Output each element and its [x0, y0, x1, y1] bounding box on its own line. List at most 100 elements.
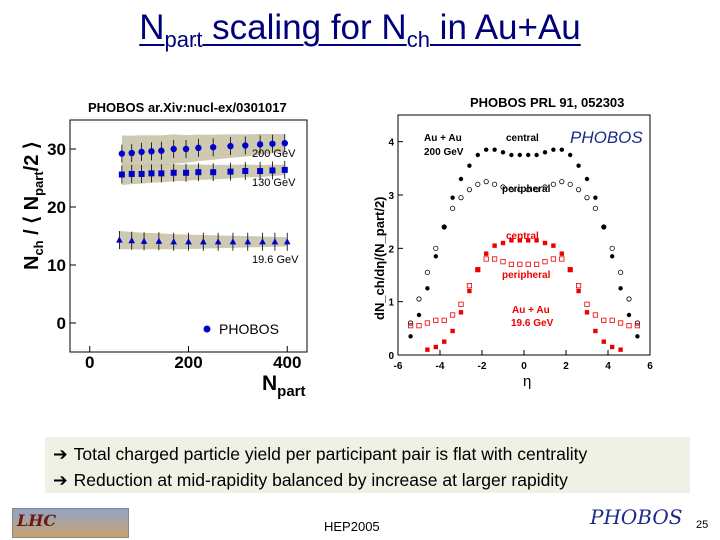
data-point	[200, 238, 207, 245]
data-point	[559, 147, 564, 152]
data-point	[542, 259, 548, 265]
data-point	[450, 205, 456, 211]
x-tick-label: -2	[478, 361, 487, 372]
series-label-19: 19.6 GeV	[252, 254, 299, 266]
data-point	[148, 170, 155, 177]
data-point	[526, 152, 531, 158]
data-point	[170, 238, 177, 245]
data-point	[229, 238, 237, 245]
data-point	[559, 179, 565, 185]
data-point	[155, 237, 163, 244]
data-point	[584, 176, 590, 182]
data-point	[618, 347, 623, 352]
series-label-130: 130 GeV	[252, 177, 296, 189]
label-auau-red: Au + Au	[512, 305, 550, 316]
data-point	[271, 238, 279, 245]
data-point	[195, 144, 202, 152]
data-point	[533, 261, 540, 267]
label-peripheral-black: peripheral	[502, 184, 551, 195]
data-point	[575, 283, 582, 289]
x-tick-label: 200	[174, 353, 202, 372]
data-point	[517, 238, 522, 243]
data-point	[483, 179, 489, 185]
data-point	[568, 267, 573, 272]
data-point	[140, 237, 148, 244]
data-point	[210, 169, 217, 176]
data-point	[634, 323, 641, 329]
data-point	[408, 323, 414, 329]
data-point	[425, 347, 430, 352]
left-plot-reference: PHOBOS ar.Xiv:nucl-ex/0301017	[88, 100, 287, 115]
data-point	[128, 149, 135, 157]
data-point	[242, 168, 249, 175]
data-point	[185, 238, 192, 245]
right-plot-reference: PHOBOS PRL 91, 052303	[470, 95, 625, 110]
data-point	[610, 344, 615, 350]
data-point	[466, 187, 473, 193]
right-chart-points	[407, 147, 641, 352]
data-point	[138, 170, 145, 177]
data-point	[483, 256, 489, 262]
bullet-1: ➔ Total charged particle yield per partic…	[53, 444, 588, 464]
data-point	[534, 187, 540, 193]
data-point	[441, 317, 447, 323]
data-point	[424, 320, 430, 326]
legend-marker	[203, 325, 211, 333]
data-point	[635, 334, 640, 339]
data-point	[626, 312, 632, 318]
data-point	[626, 296, 632, 302]
data-point	[475, 152, 480, 158]
label-central-black: central	[506, 133, 539, 144]
data-point	[584, 301, 590, 307]
slide-title: Npart scaling for Nch in Au+Au	[139, 8, 581, 52]
data-point	[227, 168, 234, 175]
y-tick-label: 0	[57, 314, 66, 333]
x-tick-label: 4	[605, 361, 611, 372]
right-y-label: dN_ch/dη/(N_part/2)	[372, 196, 387, 320]
data-point	[442, 224, 447, 230]
data-point	[500, 240, 506, 246]
data-point	[509, 152, 514, 158]
data-point	[559, 256, 565, 262]
data-point	[195, 169, 202, 176]
data-point	[593, 195, 598, 200]
data-point	[525, 187, 531, 193]
data-point	[116, 236, 123, 243]
data-point	[508, 187, 514, 193]
series-label-200: 200 GeV	[252, 148, 296, 160]
data-point	[592, 205, 598, 211]
x-tick-label: -6	[394, 361, 403, 372]
data-point	[617, 320, 624, 326]
data-point	[408, 334, 413, 339]
data-point	[281, 140, 288, 147]
data-point	[559, 251, 564, 256]
footer-logo: PHOBOS	[590, 505, 683, 529]
data-point	[416, 296, 422, 302]
data-point	[407, 320, 414, 326]
data-point	[227, 142, 234, 150]
data-point	[618, 286, 623, 291]
y-tick-label: 2	[388, 244, 394, 255]
data-point	[634, 320, 640, 326]
data-point	[551, 147, 556, 152]
y-tick-label: 30	[47, 140, 66, 159]
data-point	[610, 254, 615, 259]
data-point	[593, 328, 598, 334]
data-point	[467, 288, 472, 294]
data-point	[257, 168, 264, 175]
bullet-2: ➔ Reduction at mid-rapidity balanced by i…	[53, 470, 568, 490]
data-point	[466, 283, 472, 289]
phobos-logo: PHOBOS	[570, 128, 643, 147]
data-point	[128, 237, 136, 244]
data-point	[492, 181, 498, 187]
data-point	[214, 238, 222, 245]
lhc-logo: LHC	[12, 508, 129, 538]
footer-conference: HEP2005	[324, 519, 380, 534]
data-point	[550, 181, 556, 187]
left-chart-points	[116, 134, 291, 251]
data-point	[550, 256, 556, 262]
data-point	[534, 152, 539, 158]
data-point	[450, 195, 455, 200]
data-point	[475, 181, 481, 187]
